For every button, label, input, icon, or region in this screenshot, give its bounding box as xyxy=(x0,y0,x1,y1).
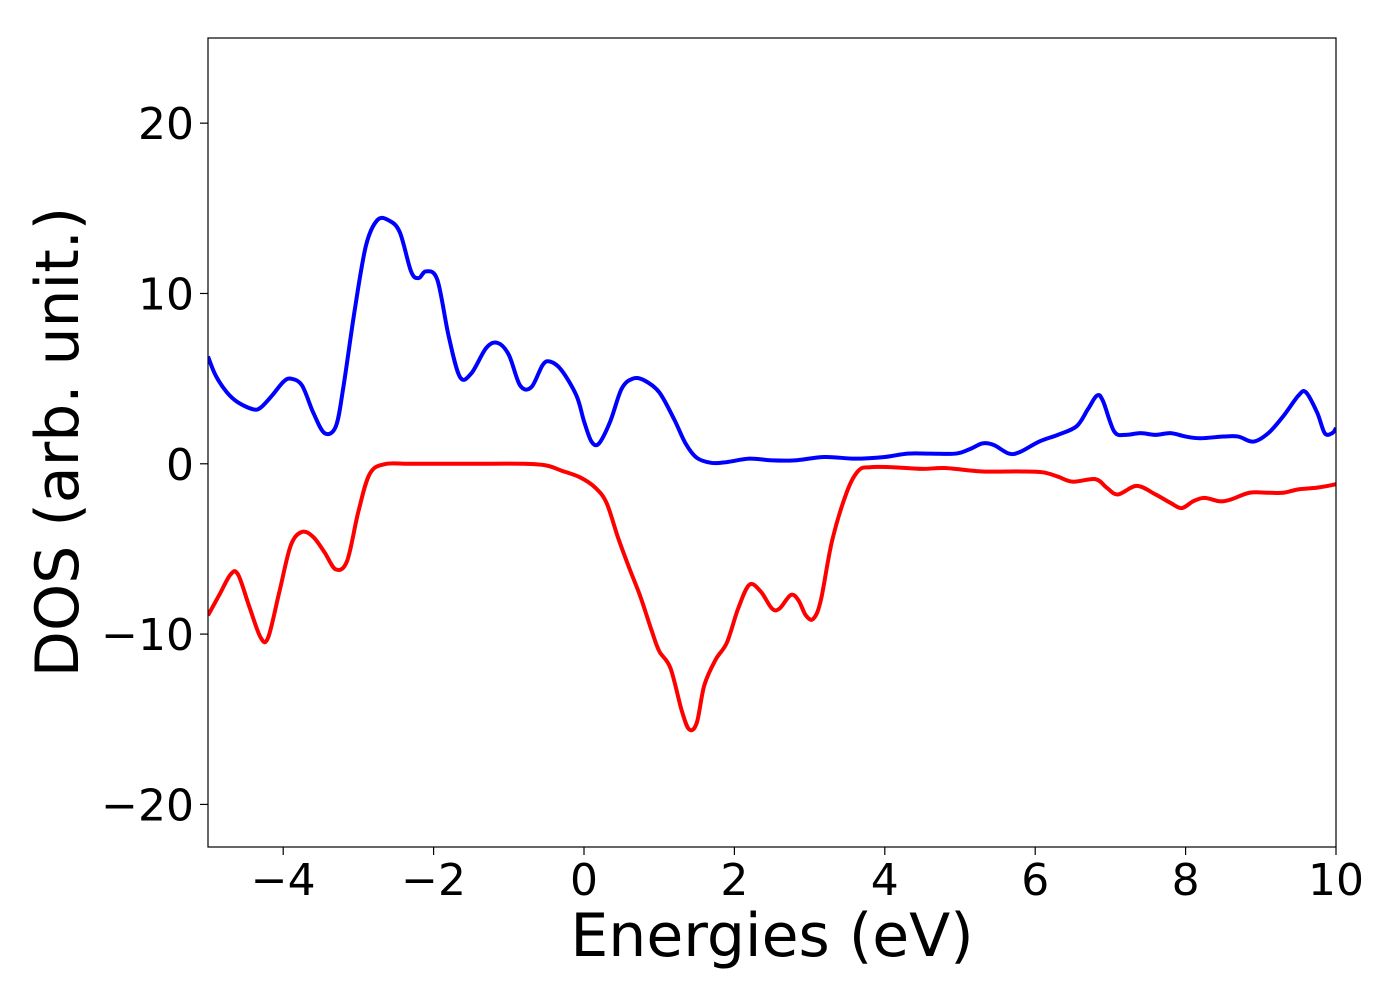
y-tick-label: 0 xyxy=(166,440,194,491)
plot-area xyxy=(208,215,1336,733)
series-line-spin-down xyxy=(208,461,1336,733)
x-tick-label: 0 xyxy=(570,855,598,906)
y-axis-label: DOS (arb. unit.) xyxy=(23,207,93,677)
x-tick-label: 4 xyxy=(871,855,899,906)
x-tick-label: 2 xyxy=(720,855,748,906)
plot-frame xyxy=(207,37,1337,848)
series-line-spin-up xyxy=(208,215,1336,466)
y-tick-label: −20 xyxy=(101,780,194,831)
x-tick-label: 8 xyxy=(1172,855,1200,906)
y-tick-label: 20 xyxy=(138,99,194,150)
x-tick-label: 10 xyxy=(1308,855,1364,906)
y-tick-label: 10 xyxy=(138,269,194,320)
x-axis-label: Energies (eV) xyxy=(570,901,973,971)
x-tick-label: −2 xyxy=(401,855,466,906)
x-tick-label: −4 xyxy=(251,855,316,906)
x-tick-label: 6 xyxy=(1021,855,1049,906)
y-tick-label: −10 xyxy=(101,610,194,661)
